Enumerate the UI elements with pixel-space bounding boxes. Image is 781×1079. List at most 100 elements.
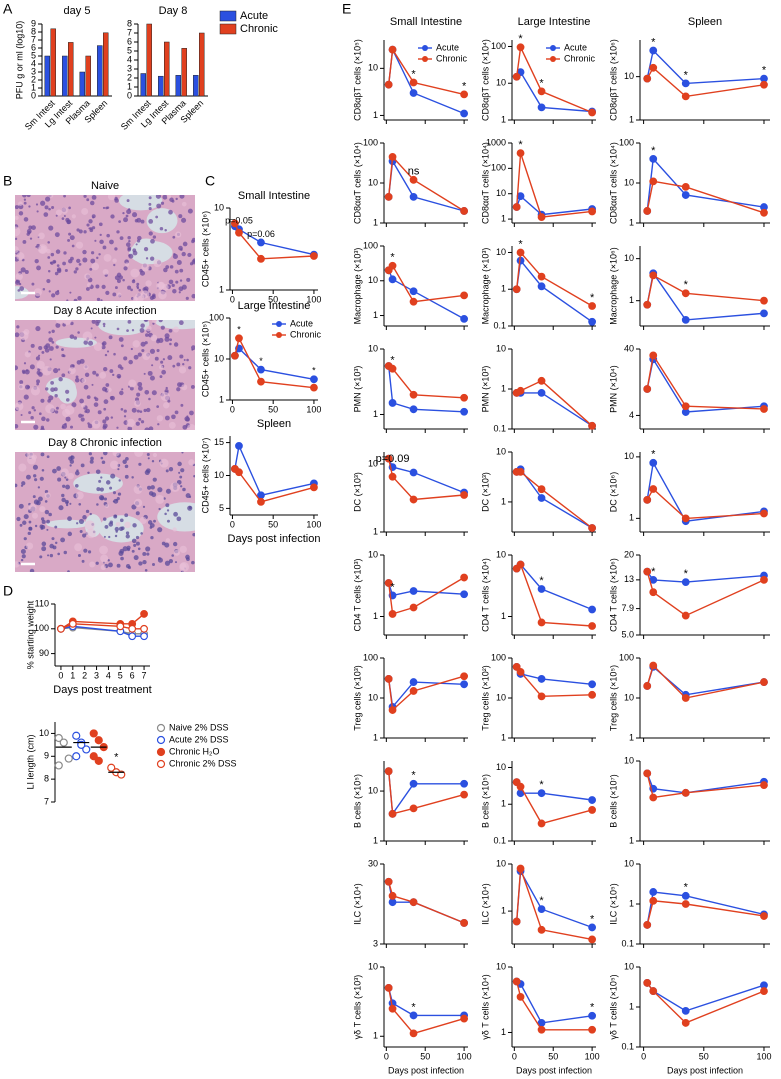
nucleus: [106, 350, 110, 353]
nucleus: [173, 511, 178, 517]
y-tick-label: 4: [31, 58, 36, 68]
data-point: [460, 1014, 469, 1023]
nucleus: [95, 373, 99, 377]
x-tick-label: 0: [512, 1051, 517, 1061]
cell: [145, 280, 152, 287]
nucleus: [101, 460, 106, 465]
nucleus: [157, 487, 163, 493]
nucleus: [20, 267, 26, 273]
nucleus: [186, 358, 189, 362]
data-point: [649, 155, 658, 163]
nucleus: [130, 347, 133, 351]
y-axis-label: CD4 T cells (×10⁴): [480, 558, 490, 632]
nucleus: [98, 253, 101, 256]
nucleus: [28, 520, 32, 524]
nucleus: [138, 417, 142, 421]
nucleus: [137, 235, 142, 241]
data-point: [588, 796, 597, 804]
cell: [45, 403, 55, 414]
nucleus: [120, 344, 124, 348]
annotation: *: [762, 65, 767, 77]
x-tick-label: 7: [142, 670, 147, 680]
legend-marker: [550, 45, 556, 51]
nucleus: [57, 289, 60, 293]
nucleus: [104, 525, 109, 529]
nucleus: [57, 552, 61, 556]
nucleus: [102, 419, 107, 424]
nucleus: [126, 545, 131, 550]
cell: [49, 195, 54, 198]
cell: [60, 403, 66, 410]
nucleus: [124, 513, 129, 518]
y-tick-label: 100: [363, 137, 378, 147]
y-tick-label: 100: [363, 652, 378, 662]
nucleus: [95, 469, 101, 475]
data-point: [516, 560, 525, 569]
data-point: [537, 925, 546, 934]
nucleus: [39, 476, 44, 481]
annotation: *: [390, 252, 395, 264]
nucleus: [76, 522, 79, 525]
x-tick-label: 0: [58, 670, 63, 680]
nucleus: [99, 487, 104, 492]
cell: [155, 494, 165, 504]
nucleus: [189, 410, 194, 416]
nucleus: [151, 460, 155, 463]
nucleus: [50, 387, 55, 392]
data-point: [760, 509, 768, 518]
nucleus: [61, 493, 65, 498]
y-tick-label: 10: [624, 858, 634, 868]
y-tick-label: 10: [368, 343, 378, 353]
annotation: *: [684, 69, 689, 81]
data-point: [588, 1011, 597, 1020]
nucleus: [137, 381, 143, 387]
nucleus: [29, 568, 35, 572]
nucleus: [63, 550, 68, 555]
data-point: [409, 1029, 418, 1038]
data-point: [537, 692, 546, 701]
annotation: *: [518, 139, 523, 151]
nucleus: [43, 212, 49, 217]
nucleus: [127, 320, 132, 324]
nucleus: [169, 197, 174, 202]
x-axis-label: Days post treatment: [53, 684, 151, 696]
nucleus: [95, 320, 101, 324]
cell: [38, 245, 47, 254]
y-tick-label: 10: [624, 71, 634, 81]
data-point: [537, 1025, 546, 1034]
nucleus: [29, 237, 33, 240]
data-point: [760, 912, 768, 920]
nucleus: [69, 334, 75, 339]
nucleus: [67, 516, 72, 522]
data-point: [760, 987, 768, 995]
y-tick-label: 10: [214, 470, 224, 480]
nucleus: [65, 484, 70, 490]
x-tick-label: 50: [268, 404, 278, 414]
series-line: [388, 458, 465, 501]
annotation: *: [237, 325, 241, 335]
nucleus: [38, 412, 42, 416]
nucleus: [164, 228, 167, 232]
nucleus: [168, 558, 173, 564]
cell: [15, 272, 23, 281]
nucleus: [178, 245, 183, 251]
nucleus: [156, 348, 160, 353]
nucleus: [173, 342, 179, 347]
annotation: p=0.06: [247, 229, 275, 239]
annotation: *: [539, 77, 544, 89]
data-point: [512, 917, 521, 926]
nucleus: [105, 290, 110, 295]
data-point: [588, 421, 597, 430]
series-line: [516, 258, 593, 323]
series-line: [646, 982, 765, 1024]
nucleus: [116, 426, 119, 429]
nucleus: [191, 239, 195, 244]
nucleus: [127, 426, 133, 430]
nucleus: [74, 377, 80, 383]
y-tick-label: 0.1: [621, 1041, 634, 1051]
nucleus: [114, 526, 119, 532]
nucleus: [44, 205, 49, 210]
data-point: [72, 752, 81, 761]
nucleus: [129, 386, 134, 391]
cell: [15, 561, 20, 568]
